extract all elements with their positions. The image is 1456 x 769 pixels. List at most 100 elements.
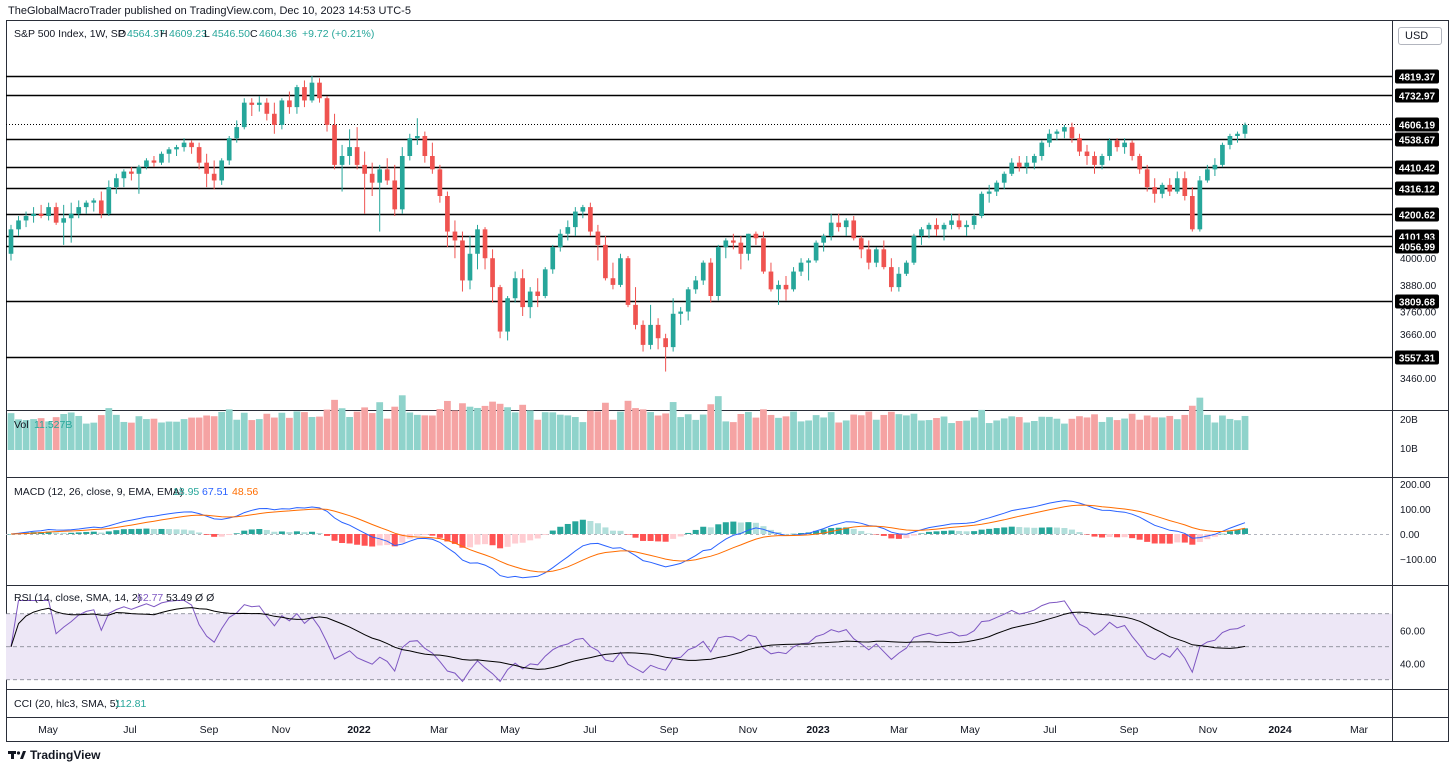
candle-body[interactable] bbox=[813, 242, 819, 261]
candle-body[interactable] bbox=[580, 207, 586, 212]
candle-body[interactable] bbox=[911, 236, 917, 263]
candle-body[interactable] bbox=[1114, 140, 1120, 148]
candle-body[interactable] bbox=[889, 267, 894, 288]
candle-body[interactable] bbox=[1167, 184, 1173, 192]
candle-body[interactable] bbox=[1031, 156, 1037, 163]
candle-body[interactable] bbox=[1129, 142, 1135, 156]
candle-body[interactable] bbox=[520, 278, 525, 308]
price-pane[interactable] bbox=[6, 75, 1392, 372]
candle-body[interactable] bbox=[971, 216, 977, 225]
candle-body[interactable] bbox=[384, 169, 390, 181]
candle-body[interactable] bbox=[279, 100, 285, 125]
candle-body[interactable] bbox=[588, 207, 593, 232]
candle-body[interactable] bbox=[798, 262, 804, 272]
candle-body[interactable] bbox=[219, 160, 225, 181]
candle-body[interactable] bbox=[445, 196, 450, 232]
candle-body[interactable] bbox=[437, 169, 443, 196]
candle-body[interactable] bbox=[858, 238, 864, 250]
candle-body[interactable] bbox=[452, 231, 458, 241]
candle-body[interactable] bbox=[527, 291, 533, 308]
candle-body[interactable] bbox=[1235, 133, 1240, 136]
candle-body[interactable] bbox=[964, 224, 969, 228]
candle-body[interactable] bbox=[1227, 136, 1233, 145]
candle-body[interactable] bbox=[362, 164, 367, 174]
candle-body[interactable] bbox=[1009, 162, 1015, 174]
candle-body[interactable] bbox=[399, 156, 405, 210]
candle-body[interactable] bbox=[753, 233, 759, 239]
candle-body[interactable] bbox=[986, 191, 992, 194]
candle-body[interactable] bbox=[1182, 178, 1188, 196]
candle-body[interactable] bbox=[1069, 127, 1075, 139]
candle-body[interactable] bbox=[98, 200, 104, 214]
candle-body[interactable] bbox=[1054, 131, 1060, 134]
candle-body[interactable] bbox=[731, 240, 736, 243]
candle-body[interactable] bbox=[1107, 140, 1112, 156]
candle-body[interactable] bbox=[369, 173, 375, 183]
candle-body[interactable] bbox=[595, 231, 601, 245]
candle-body[interactable] bbox=[53, 207, 59, 223]
candle-body[interactable] bbox=[287, 100, 292, 108]
candle-body[interactable] bbox=[934, 224, 939, 230]
candle-body[interactable] bbox=[851, 220, 857, 239]
candle-body[interactable] bbox=[302, 87, 307, 101]
candle-body[interactable] bbox=[926, 224, 932, 230]
candle-body[interactable] bbox=[806, 260, 811, 263]
candle-body[interactable] bbox=[1212, 164, 1218, 170]
candle-body[interactable] bbox=[241, 102, 247, 128]
candle-body[interactable] bbox=[821, 236, 826, 243]
candle-body[interactable] bbox=[881, 249, 887, 268]
candle-body[interactable] bbox=[791, 271, 796, 290]
candle-body[interactable] bbox=[610, 278, 616, 285]
candle-body[interactable] bbox=[294, 87, 300, 108]
candle-body[interactable] bbox=[1047, 133, 1052, 143]
candle-body[interactable] bbox=[144, 160, 149, 168]
candle-body[interactable] bbox=[1092, 156, 1097, 165]
candle-body[interactable] bbox=[1197, 180, 1203, 230]
candle-body[interactable] bbox=[159, 153, 164, 163]
candle-body[interactable] bbox=[1152, 187, 1158, 194]
candle-body[interactable] bbox=[196, 147, 202, 163]
candle-body[interactable] bbox=[640, 324, 646, 345]
candle-body[interactable] bbox=[1242, 124, 1248, 134]
candle-body[interactable] bbox=[1137, 156, 1142, 170]
candle-body[interactable] bbox=[1174, 178, 1180, 192]
candle-body[interactable] bbox=[663, 338, 668, 348]
candle-body[interactable] bbox=[542, 269, 548, 296]
candle-body[interactable] bbox=[919, 229, 924, 236]
candle-body[interactable] bbox=[505, 298, 510, 332]
candle-body[interactable] bbox=[1205, 169, 1210, 181]
candle-body[interactable] bbox=[693, 280, 699, 290]
candle-body[interactable] bbox=[392, 180, 398, 210]
candle-body[interactable] bbox=[746, 233, 751, 254]
rsi-pane[interactable] bbox=[6, 600, 1392, 683]
candle-body[interactable] bbox=[377, 169, 383, 183]
candle-body[interactable] bbox=[685, 289, 691, 312]
candle-body[interactable] bbox=[896, 273, 902, 288]
candle-body[interactable] bbox=[949, 220, 954, 225]
candle-body[interactable] bbox=[512, 278, 518, 299]
candle-body[interactable] bbox=[1039, 142, 1045, 156]
candle-body[interactable] bbox=[46, 207, 51, 216]
candle-body[interactable] bbox=[655, 324, 661, 339]
candle-body[interactable] bbox=[324, 98, 330, 125]
candle-body[interactable] bbox=[1159, 184, 1165, 194]
candle-body[interactable] bbox=[904, 262, 909, 274]
candle-body[interactable] bbox=[1001, 173, 1007, 183]
candle-body[interactable] bbox=[114, 178, 119, 188]
candle-body[interactable] bbox=[603, 244, 608, 279]
candle-body[interactable] bbox=[1077, 138, 1082, 152]
volume-pane[interactable] bbox=[7, 395, 1249, 450]
candle-body[interactable] bbox=[633, 304, 638, 325]
candle-body[interactable] bbox=[490, 258, 495, 288]
candle-body[interactable] bbox=[557, 233, 563, 248]
candle-body[interactable] bbox=[226, 138, 232, 161]
candle-body[interactable] bbox=[354, 147, 360, 165]
candle-body[interactable] bbox=[979, 193, 984, 216]
candle-body[interactable] bbox=[339, 156, 345, 165]
footer-brand[interactable]: TradingView bbox=[8, 748, 100, 762]
candle-body[interactable] bbox=[648, 324, 653, 345]
candle-body[interactable] bbox=[700, 262, 706, 281]
candle-body[interactable] bbox=[23, 216, 29, 221]
candle-body[interactable] bbox=[136, 167, 142, 174]
